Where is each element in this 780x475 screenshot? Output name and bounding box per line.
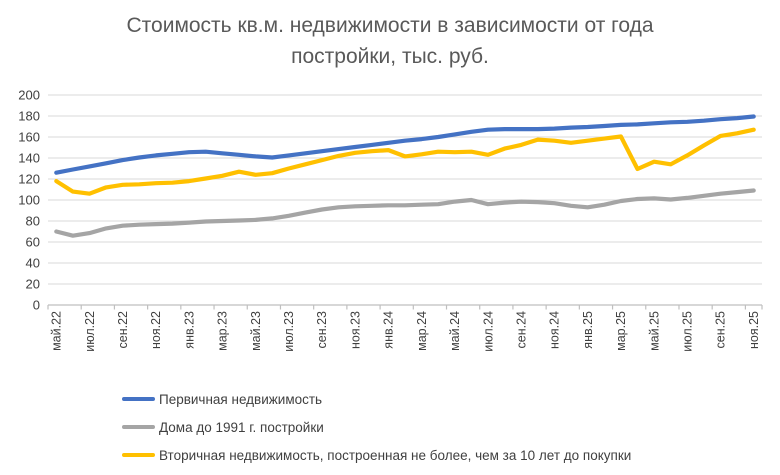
- x-tick-label: ноя.23: [348, 311, 362, 349]
- x-tick-label: сен.22: [116, 311, 130, 349]
- y-tick-label: 20: [26, 277, 40, 292]
- x-tick-label: сен.24: [514, 311, 528, 349]
- legend-label: Первичная недвижимость: [159, 391, 323, 407]
- chart-title-text: Стоимость кв.м. недвижимости в зависимос…: [126, 14, 654, 68]
- x-tick-label: ноя.25: [747, 311, 761, 349]
- x-tick-label: мар.23: [216, 311, 230, 351]
- x-tick-label: сен.23: [315, 311, 329, 349]
- x-tick-label: мар.24: [415, 311, 429, 351]
- y-tick-label: 180: [18, 109, 40, 124]
- x-tick-label: янв.23: [182, 311, 196, 349]
- legend-line-swatch-yellow: [122, 452, 155, 458]
- legend-label: Дома до 1991 г. постройки: [159, 419, 324, 435]
- legend-line-swatch-blue: [122, 396, 155, 402]
- x-tick-label: июл.25: [681, 311, 695, 352]
- legend-item-secondary-within-10-years: Вторичная недвижимость, построенная не б…: [122, 441, 631, 469]
- line-chart-plot-area: 0 20 40 60 80 100 120 140 160 180 200 май.22 июл.22 с…: [18, 88, 763, 352]
- x-tick-label: сен.25: [714, 311, 728, 349]
- legend-line-swatch-gray: [122, 424, 155, 430]
- y-tick-label: 120: [18, 172, 40, 187]
- y-tick-label: 140: [18, 151, 40, 166]
- x-tick-label: ноя.24: [548, 311, 562, 349]
- series-line-primary-real-estate: [54, 114, 756, 175]
- x-tick-label: май.23: [249, 311, 263, 351]
- series-line-houses-built-before-1991: [54, 188, 756, 238]
- x-tick-label: янв.25: [581, 311, 595, 349]
- x-tick-label: янв.24: [382, 311, 396, 349]
- y-tick-label: 100: [18, 193, 40, 208]
- legend-item-primary-real-estate: Первичная недвижимость: [122, 385, 631, 413]
- chart-title: Стоимость кв.м. недвижимости в зависимос…: [0, 10, 780, 72]
- x-tick-label: май.24: [448, 311, 462, 351]
- y-tick-label: 80: [26, 214, 40, 229]
- y-tick-label: 0: [33, 298, 40, 313]
- x-tick-label: июл.24: [481, 311, 495, 352]
- x-tick-label: мар.25: [614, 311, 628, 351]
- x-tick-label: май.22: [50, 311, 64, 351]
- chart-legend: Первичная недвижимость Дома до 1991 г. п…: [122, 385, 631, 469]
- x-tick-label: ноя.22: [149, 311, 163, 349]
- y-tick-label: 160: [18, 130, 40, 145]
- legend-item-houses-before-1991: Дома до 1991 г. постройки: [122, 413, 631, 441]
- x-tick-label: июл.23: [282, 311, 296, 352]
- series-line-secondary-built-within-10-years: [54, 127, 756, 196]
- x-tick-label: май.25: [647, 311, 661, 351]
- y-tick-label: 40: [26, 256, 40, 271]
- legend-label: Вторичная недвижимость, построенная не б…: [159, 447, 632, 463]
- y-tick-label: 60: [26, 235, 40, 250]
- x-tick-label: июл.22: [83, 311, 97, 352]
- y-tick-label: 200: [18, 88, 40, 103]
